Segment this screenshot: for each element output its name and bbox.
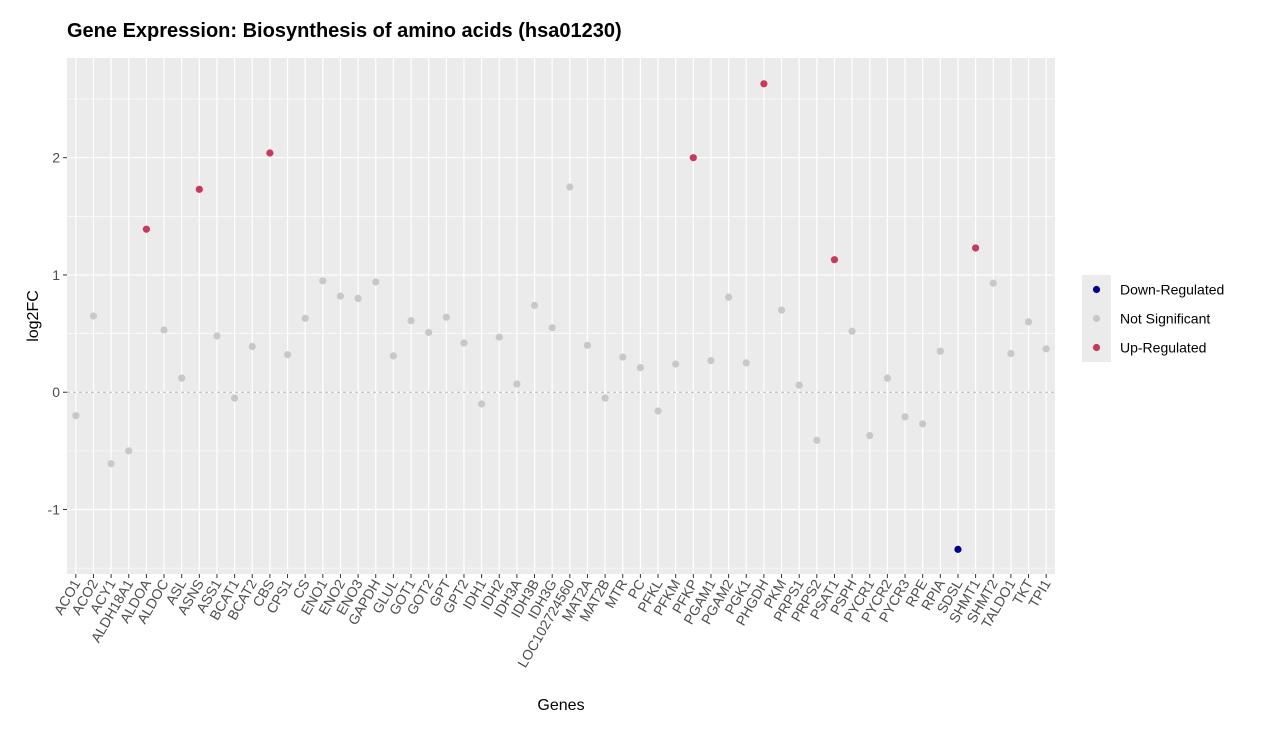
- y-tick-label: 1: [52, 267, 60, 283]
- data-point-tkt: [1024, 318, 1033, 326]
- y-axis-title: log2FC: [25, 290, 42, 342]
- data-point-pycr1: [866, 432, 874, 440]
- data-point-prps2: [813, 436, 821, 444]
- legend-label: Up-Regulated: [1120, 340, 1206, 356]
- data-point-pgam2: [725, 293, 733, 301]
- grid-lines: [67, 58, 1055, 574]
- data-point-rpe: [919, 420, 927, 428]
- legend-swatch: [1092, 285, 1101, 294]
- data-point-shmt1: [972, 244, 980, 252]
- data-point-glul: [389, 352, 397, 360]
- data-point-idh3b: [530, 301, 539, 310]
- data-point-pgam1: [707, 356, 715, 365]
- data-point-aco2: [89, 312, 98, 320]
- y-tick-label: -1: [48, 502, 61, 518]
- data-point-idh2: [495, 333, 503, 341]
- data-point-pfkl: [654, 407, 662, 415]
- data-point-phgdh: [760, 80, 768, 88]
- data-point-pkm: [777, 306, 786, 314]
- y-tick-label: 2: [52, 150, 60, 166]
- data-point-bcat2: [248, 342, 256, 351]
- data-point-asl: [178, 374, 186, 382]
- data-point-shmt2: [989, 279, 997, 287]
- data-point-got2: [425, 328, 433, 337]
- data-point-eno3: [354, 294, 362, 303]
- data-point-taldo1: [1007, 349, 1015, 358]
- x-axis-ticks: ACO1ACO2ACY1ALDH18A1ALDOAALDOCASLASNSASS…: [51, 574, 1054, 670]
- data-point-bcat1: [231, 394, 239, 402]
- data-point-mat2a: [583, 341, 592, 349]
- legend: Down-Regulated Not Significant Up-Regulate…: [1082, 275, 1224, 362]
- data-point-asns: [195, 185, 203, 193]
- data-point-cs: [301, 314, 309, 322]
- data-point-eno1: [319, 277, 327, 285]
- data-point-aldoa: [142, 225, 150, 233]
- data-point-cps1: [283, 351, 292, 359]
- data-point-gpt: [442, 313, 450, 321]
- data-point-aldoc: [160, 326, 168, 334]
- data-point-tpi1: [1042, 345, 1050, 353]
- data-point-aldh18a1: [125, 447, 133, 455]
- data-point-aco1: [72, 412, 80, 420]
- y-axis-ticks: -1 0 1 2: [48, 150, 67, 518]
- data-point-pfkm: [672, 360, 680, 368]
- data-point-pycr2: [883, 374, 891, 382]
- data-point-eno2: [336, 292, 345, 300]
- x-axis-title: Genes: [537, 697, 584, 714]
- data-point-acy1: [107, 460, 115, 468]
- data-point-sdsl: [954, 545, 962, 553]
- legend-swatch: [1092, 343, 1101, 352]
- data-point-gapdh: [372, 278, 380, 286]
- data-point-mat2b: [601, 394, 609, 402]
- data-point-gpt2: [460, 339, 468, 347]
- chart-title: Gene Expression: Biosynthesis of amino a…: [67, 20, 622, 42]
- data-point-idh3g: [548, 324, 556, 332]
- data-point-idh3a: [513, 380, 521, 388]
- data-point-cbs: [266, 149, 274, 157]
- data-points: [72, 80, 1050, 553]
- data-point-idh1: [478, 400, 486, 408]
- data-point-pycr3: [901, 413, 909, 421]
- data-point-pfkp: [689, 154, 697, 162]
- legend-label: Down-Regulated: [1120, 282, 1224, 298]
- legend-label: Not Significant: [1120, 311, 1210, 327]
- legend-swatch: [1092, 314, 1101, 323]
- data-point-pgk1: [742, 359, 750, 367]
- data-point-ass1: [213, 332, 221, 340]
- data-point-prps1: [795, 381, 803, 389]
- data-point-loc102724560: [566, 183, 574, 191]
- data-point-got1: [407, 317, 415, 325]
- data-point-mtr: [619, 353, 627, 361]
- data-point-pc: [636, 364, 644, 372]
- data-point-psph: [848, 327, 856, 335]
- y-tick-label: 0: [52, 384, 60, 400]
- data-point-rpia: [936, 347, 944, 355]
- plot-panel: [67, 58, 1055, 574]
- data-point-psat1: [830, 256, 839, 264]
